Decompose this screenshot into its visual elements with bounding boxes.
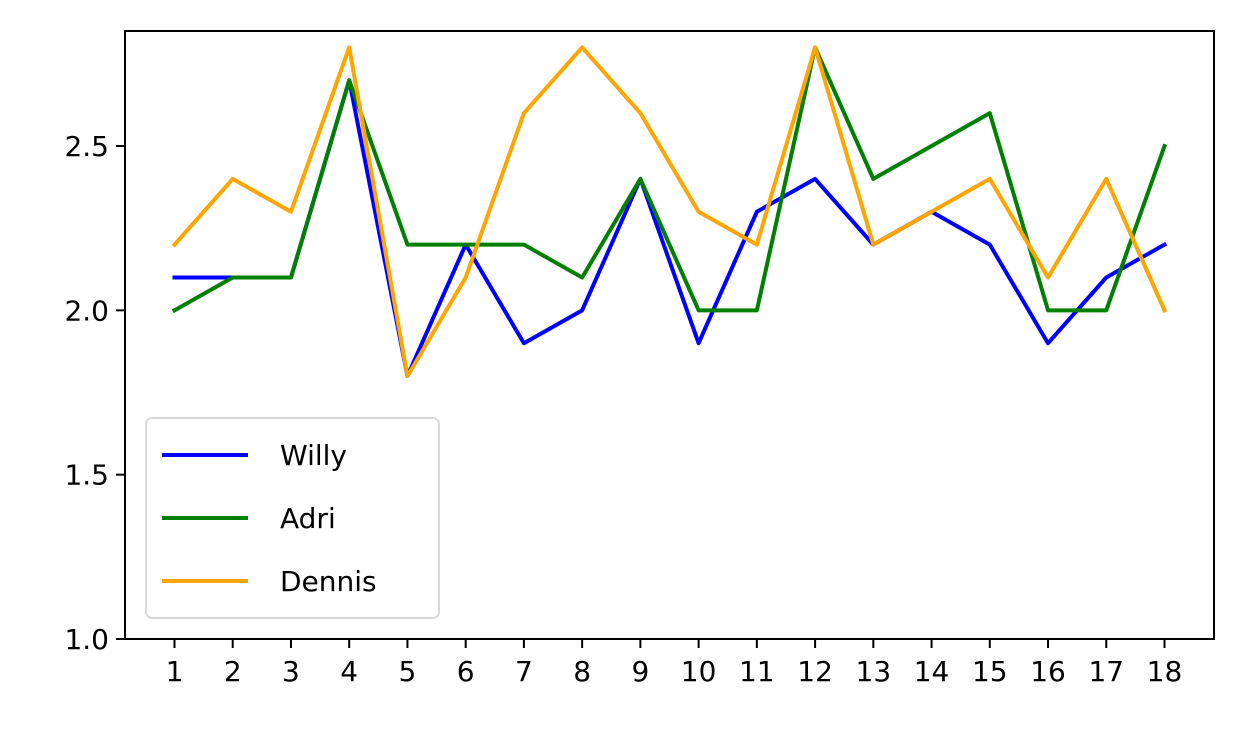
- x-tick-label: 8: [573, 655, 591, 688]
- series-line-dennis: [171, 45, 1168, 379]
- x-tick-label: 14: [914, 655, 950, 688]
- x-tick-label: 3: [282, 655, 300, 688]
- x-tick-label: 6: [457, 655, 475, 688]
- x-tick-label: 1: [166, 655, 184, 688]
- series-layer: [171, 45, 1168, 379]
- legend-label-willy: Willy: [280, 439, 347, 472]
- x-tick-label: 16: [1030, 655, 1066, 688]
- y-tick-label: 1.0: [64, 623, 109, 656]
- x-tick-label: 17: [1088, 655, 1124, 688]
- legend-box: [145, 417, 440, 619]
- x-tick-label: 5: [399, 655, 417, 688]
- x-tick-label: 12: [797, 655, 833, 688]
- x-tick-label: 13: [856, 655, 892, 688]
- x-tick-label: 18: [1147, 655, 1183, 688]
- x-tick-label: 11: [739, 655, 775, 688]
- legend: Willy Adri Dennis: [145, 417, 440, 619]
- x-tick-label: 2: [224, 655, 242, 688]
- x-tick-label: 15: [972, 655, 1008, 688]
- y-tick-label: 1.5: [64, 459, 109, 492]
- y-tick-label: 2.0: [64, 294, 109, 327]
- y-tick-label: 2.5: [64, 130, 109, 163]
- legend-label-adri: Adri: [280, 502, 336, 535]
- x-tick-label: 7: [515, 655, 533, 688]
- series-line-adri: [171, 45, 1168, 314]
- x-tick-label: 4: [340, 655, 358, 688]
- y-axis: 1.0 1.5 2.0 2.5: [64, 130, 125, 656]
- x-tick-label: 10: [681, 655, 717, 688]
- x-axis: 1 2 3 4 5 6 7 8 9 10 11 12 13 14 15 16 17 18: [166, 639, 1183, 688]
- legend-label-dennis: Dennis: [280, 565, 377, 598]
- x-tick-label: 9: [631, 655, 649, 688]
